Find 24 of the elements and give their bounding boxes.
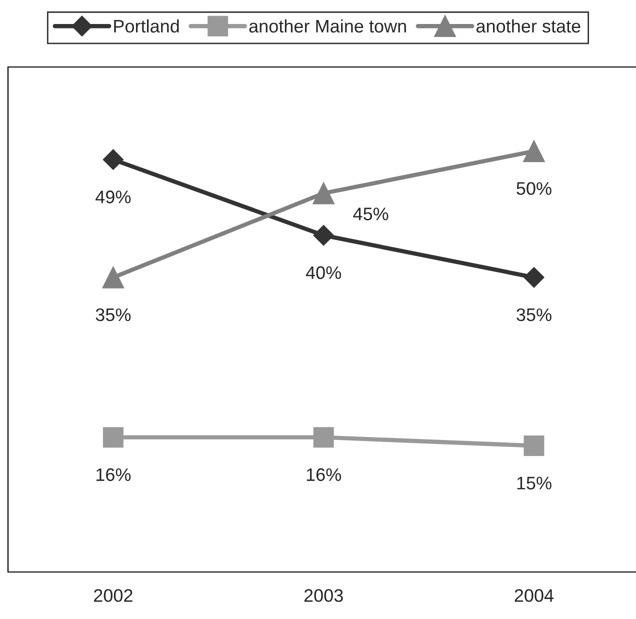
point: [523, 140, 545, 162]
data-label: 15%: [517, 476, 552, 490]
data-label: 35%: [96, 308, 131, 322]
x-tick-label: 2004: [514, 589, 554, 602]
x-tick-label: 2002: [94, 589, 132, 602]
data-label: 45%: [353, 208, 388, 220]
point: [313, 224, 334, 246]
point: [524, 436, 544, 456]
point: [524, 267, 544, 288]
legend-label: another state: [476, 19, 580, 33]
point: [102, 427, 124, 448]
data-label: 35%: [516, 308, 552, 322]
data-label: 49%: [96, 190, 131, 204]
legend-label: Portland: [114, 19, 179, 33]
data-label: 50%: [516, 182, 552, 195]
data-label: 16%: [306, 468, 342, 482]
point: [102, 266, 124, 288]
legend-label: another Maine town: [249, 19, 406, 33]
point: [312, 182, 335, 204]
data-label: 40%: [306, 266, 342, 280]
point: [313, 427, 334, 448]
point: [102, 149, 124, 170]
data-label: 16%: [96, 468, 131, 482]
x-tick-label: 2003: [304, 589, 343, 602]
